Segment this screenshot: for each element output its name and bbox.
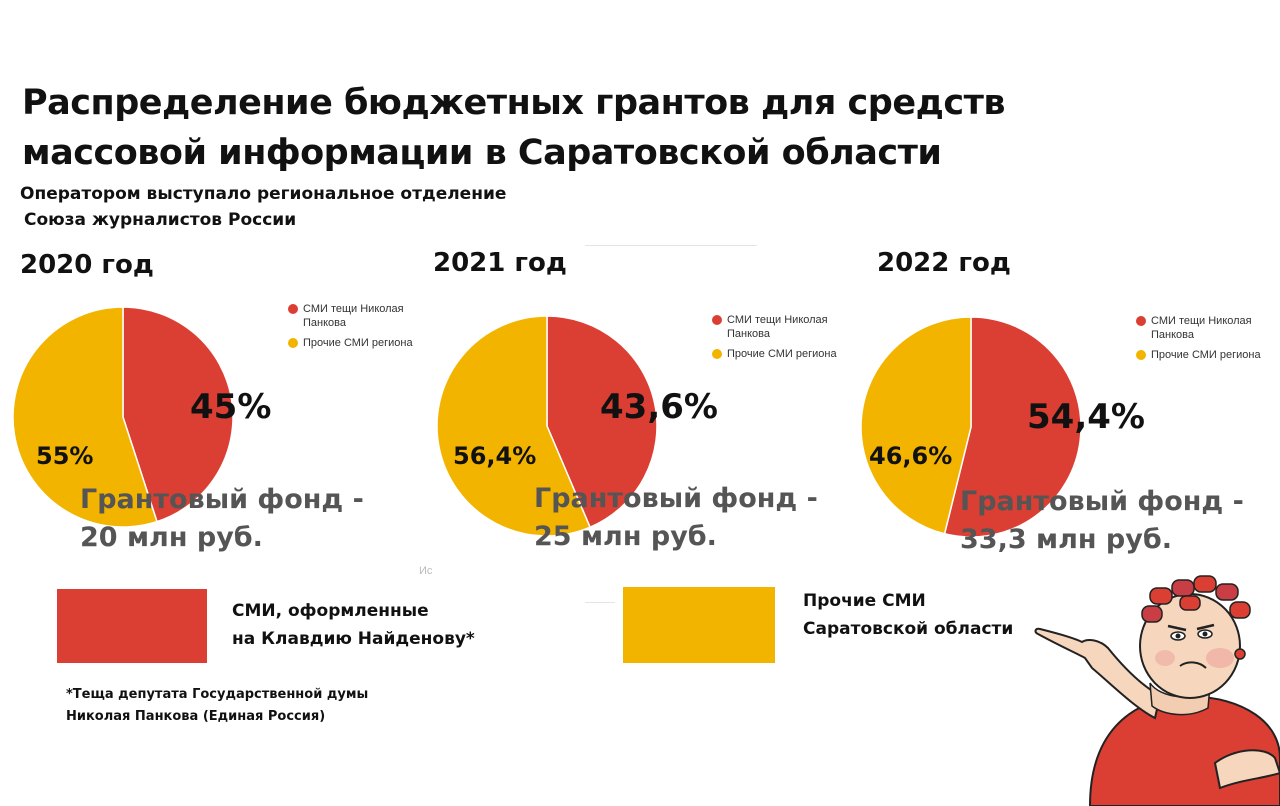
legend-yellow-line1: Прочие СМИ xyxy=(803,591,926,611)
subtitle-line1: Оператором выступало региональное отделе… xyxy=(20,184,507,204)
legend-label: СМИ тещи Николая Панкова xyxy=(727,314,828,340)
year-heading-2021: 2021 год xyxy=(433,248,567,278)
pie-slice-yellow xyxy=(860,316,972,535)
data-label-2020-red: 45% xyxy=(190,387,272,427)
yellow-dot-icon xyxy=(288,338,298,348)
grant-fund-label: Грантовый фонд - xyxy=(534,483,818,514)
footnote: *Теща депутата Государственной думы Нико… xyxy=(66,684,368,728)
legend-item: СМИ тещи Николая Панкова xyxy=(712,313,857,341)
pie-chart-2021 xyxy=(436,315,658,537)
year-heading-2020: 2020 год xyxy=(20,250,154,280)
grant-fund-amount: 33,3 млн руб. xyxy=(960,524,1172,555)
yellow-dot-icon xyxy=(712,349,722,359)
pie-slice-red xyxy=(943,316,1082,538)
pie-slice-red xyxy=(122,306,234,523)
data-label-2022-yellow: 46,6% xyxy=(869,442,953,470)
data-label-2021-yellow: 56,4% xyxy=(453,442,537,470)
divider-line xyxy=(585,245,757,246)
legend-label-yellow: Прочие СМИ Саратовской области xyxy=(803,587,1013,643)
pie-chart-2022 xyxy=(860,316,1082,538)
data-label-2020-yellow: 55% xyxy=(36,442,94,470)
grant-fund-amount: 25 млн руб. xyxy=(534,521,717,552)
legend-item: Прочие СМИ региона xyxy=(1136,348,1280,362)
pie-slice-red xyxy=(546,315,658,529)
grant-fund-2021: Грантовый фонд - 25 млн руб. xyxy=(534,480,818,556)
pie-legend-2021: СМИ тещи Николая Панкова Прочие СМИ реги… xyxy=(712,313,857,367)
grant-fund-label: Грантовый фонд - xyxy=(80,484,364,515)
legend-swatch-yellow xyxy=(623,587,775,663)
pie-chart-2020 xyxy=(12,306,234,528)
page-subtitle: Оператором выступало региональное отделе… xyxy=(20,181,580,233)
subtitle-line2: Союза журналистов России xyxy=(24,210,297,230)
legend-label: СМИ тещи Николая Панкова xyxy=(1151,315,1252,341)
pie-slice-yellow xyxy=(12,306,158,528)
pie-legend-2022: СМИ тещи Николая Панкова Прочие СМИ реги… xyxy=(1136,314,1280,368)
legend-label: Прочие СМИ региона xyxy=(727,348,837,360)
grant-fund-2022: Грантовый фонд - 33,3 млн руб. xyxy=(960,483,1244,559)
year-heading-2022: 2022 год xyxy=(877,248,1011,278)
yellow-dot-icon xyxy=(1136,350,1146,360)
cartoon-woman-pointing-illustration xyxy=(1034,575,1280,806)
legend-label: СМИ тещи Николая Панкова xyxy=(303,303,404,329)
legend-item: Прочие СМИ региона xyxy=(712,347,857,361)
data-label-2022-red: 54,4% xyxy=(1027,397,1145,437)
data-label-2021-red: 43,6% xyxy=(600,387,718,427)
stray-text-fragment: Ис xyxy=(419,565,433,577)
red-dot-icon xyxy=(712,315,722,325)
red-dot-icon xyxy=(288,304,298,314)
divider-line-lower xyxy=(585,602,615,603)
legend-item: СМИ тещи Николая Панкова xyxy=(288,302,433,330)
grant-fund-label: Грантовый фонд - xyxy=(960,486,1244,517)
legend-red-line1: СМИ, оформленные xyxy=(232,601,429,621)
page-title: Распределение бюджетных грантов для сред… xyxy=(22,78,1022,178)
grant-fund-amount: 20 млн руб. xyxy=(80,522,263,553)
page-title-line2: массовой информации в Саратовской област… xyxy=(22,133,942,173)
legend-label-red: СМИ, оформленные на Клавдию Найденову* xyxy=(232,597,475,653)
legend-item: СМИ тещи Николая Панкова xyxy=(1136,314,1280,342)
pie-slice-yellow xyxy=(436,315,592,537)
footnote-line1: *Теща депутата Государственной думы xyxy=(66,687,369,702)
legend-yellow-line2: Саратовской области xyxy=(803,619,1014,639)
footnote-line2: Николая Панкова (Единая Россия) xyxy=(66,709,326,724)
grant-fund-2020: Грантовый фонд - 20 млн руб. xyxy=(80,481,364,557)
pie-legend-2020: СМИ тещи Николая Панкова Прочие СМИ реги… xyxy=(288,302,433,356)
legend-label: Прочие СМИ региона xyxy=(303,337,413,349)
page-title-line1: Распределение бюджетных грантов для сред… xyxy=(22,83,1006,123)
legend-item: Прочие СМИ региона xyxy=(288,336,433,350)
legend-red-line2: на Клавдию Найденову* xyxy=(232,629,475,649)
legend-swatch-red xyxy=(57,589,207,663)
legend-label: Прочие СМИ региона xyxy=(1151,349,1261,361)
red-dot-icon xyxy=(1136,316,1146,326)
